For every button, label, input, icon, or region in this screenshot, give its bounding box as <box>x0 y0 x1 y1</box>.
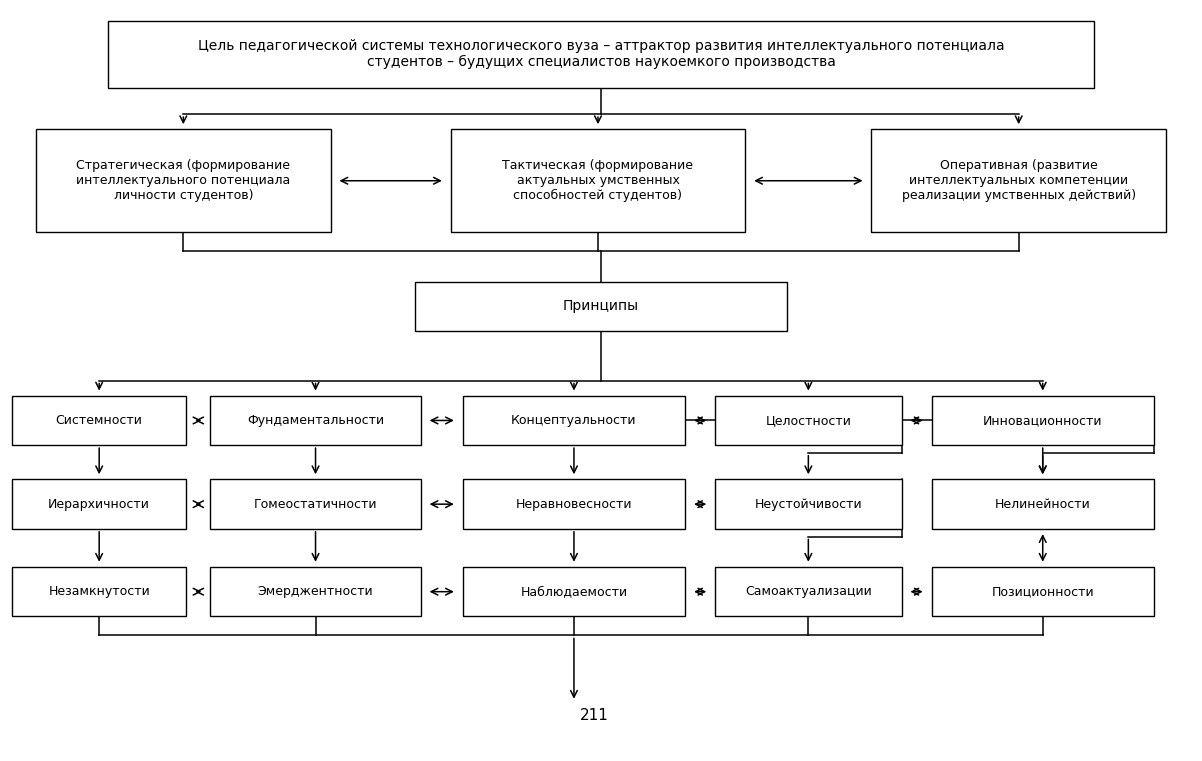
FancyBboxPatch shape <box>12 479 186 529</box>
FancyBboxPatch shape <box>463 479 685 529</box>
FancyBboxPatch shape <box>715 396 902 445</box>
Text: Целостности: Целостности <box>766 414 851 427</box>
Text: 211: 211 <box>581 708 609 723</box>
FancyBboxPatch shape <box>415 282 787 331</box>
Text: Оперативная (развитие
интеллектуальных компетенции
реализации умственных действи: Оперативная (развитие интеллектуальных к… <box>902 159 1136 202</box>
Text: Тактическая (формирование
актуальных умственных
способностей студентов): Тактическая (формирование актуальных умс… <box>502 159 694 202</box>
FancyBboxPatch shape <box>210 479 421 529</box>
Text: Незамкнутости: Незамкнутости <box>48 585 150 598</box>
Text: Концептуальности: Концептуальности <box>511 414 637 427</box>
FancyBboxPatch shape <box>715 567 902 616</box>
Text: Эмерджентности: Эмерджентности <box>257 585 374 598</box>
FancyBboxPatch shape <box>36 129 331 232</box>
FancyBboxPatch shape <box>871 129 1166 232</box>
Text: Стратегическая (формирование
интеллектуального потенциала
личности студентов): Стратегическая (формирование интеллектуа… <box>76 159 291 202</box>
FancyBboxPatch shape <box>12 396 186 445</box>
FancyBboxPatch shape <box>108 21 1094 88</box>
FancyBboxPatch shape <box>12 567 186 616</box>
FancyBboxPatch shape <box>932 567 1154 616</box>
FancyBboxPatch shape <box>463 396 685 445</box>
FancyBboxPatch shape <box>715 479 902 529</box>
Text: Фундаментальности: Фундаментальности <box>246 414 385 427</box>
Text: Гомеостатичности: Гомеостатичности <box>254 498 377 511</box>
Text: Самоактуализации: Самоактуализации <box>745 585 871 598</box>
Text: Нелинейности: Нелинейности <box>995 498 1090 511</box>
FancyBboxPatch shape <box>932 396 1154 445</box>
FancyBboxPatch shape <box>210 396 421 445</box>
Text: Принципы: Принципы <box>563 299 639 314</box>
Text: Инновационности: Инновационности <box>983 414 1102 427</box>
Text: Системности: Системности <box>55 414 143 427</box>
Text: Неустойчивости: Неустойчивости <box>755 498 862 511</box>
FancyBboxPatch shape <box>463 567 685 616</box>
FancyBboxPatch shape <box>451 129 745 232</box>
Text: Иерархичности: Иерархичности <box>48 498 150 511</box>
Text: Неравновесности: Неравновесности <box>516 498 632 511</box>
Text: Цель педагогической системы технологического вуза – аттрактор развития интеллект: Цель педагогической системы технологичес… <box>197 39 1005 69</box>
FancyBboxPatch shape <box>932 479 1154 529</box>
Text: Позиционности: Позиционности <box>992 585 1094 598</box>
Text: Наблюдаемости: Наблюдаемости <box>520 585 627 598</box>
FancyBboxPatch shape <box>210 567 421 616</box>
